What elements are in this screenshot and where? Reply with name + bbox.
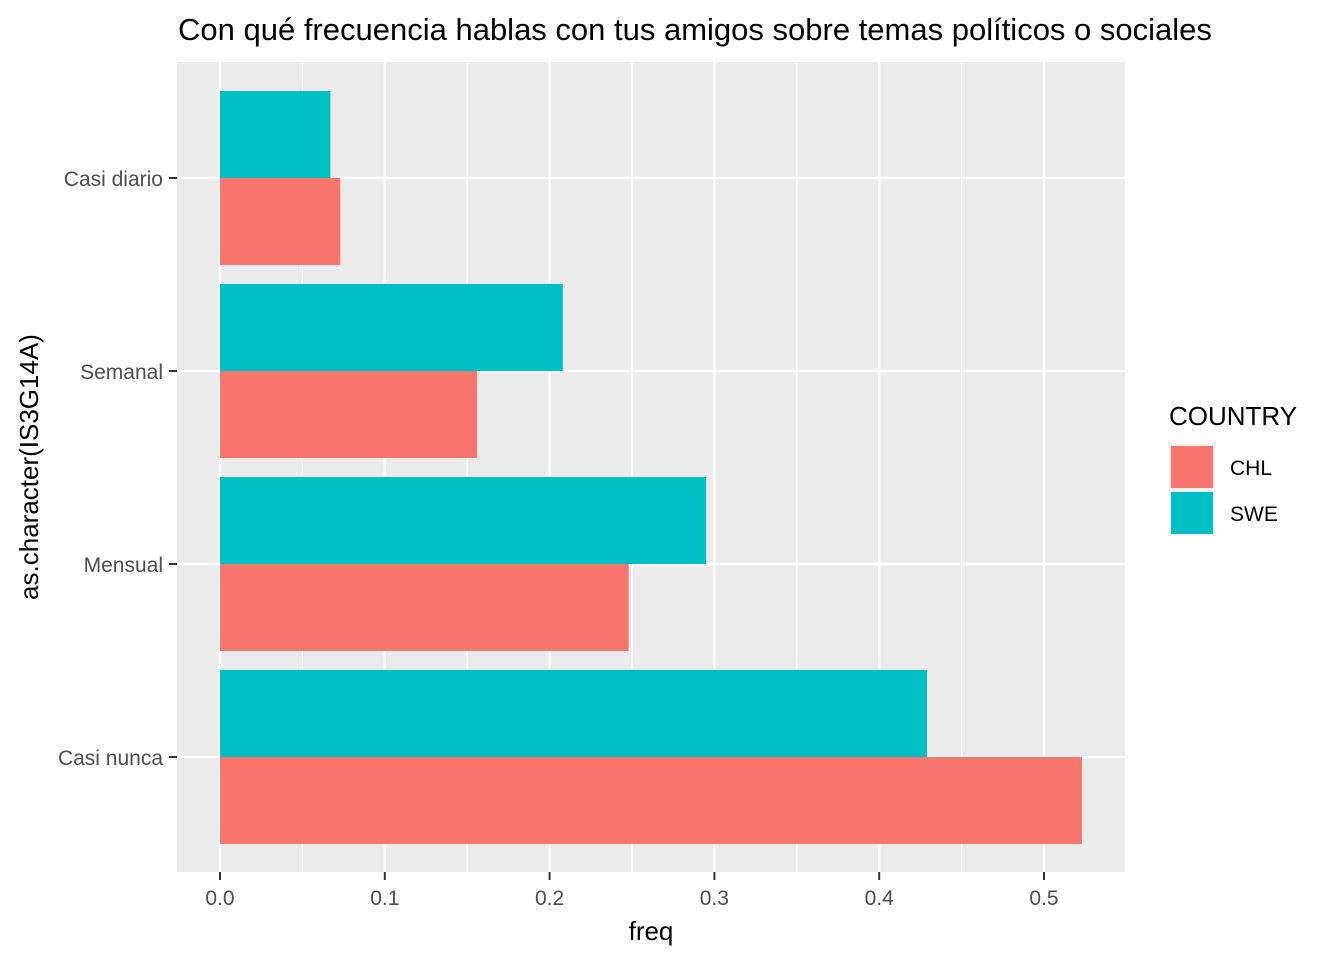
y-axis-title: as.character(IS3G14A) <box>14 334 44 600</box>
x-tick-label: 0.0 <box>205 887 234 910</box>
bar-chl <box>220 178 341 265</box>
x-tick-label: 0.4 <box>865 887 895 910</box>
legend-key-chl <box>1171 446 1213 488</box>
bar-chl <box>220 564 629 651</box>
x-axis-title: freq <box>629 916 674 946</box>
x-tick-label: 0.3 <box>700 887 729 910</box>
chart-title: Con qué frecuencia hablas con tus amigos… <box>178 12 1212 47</box>
bar-swe <box>220 284 563 371</box>
bars <box>220 91 1082 844</box>
y-tick-label: Semanal <box>80 361 163 384</box>
x-tick-label: 0.2 <box>535 887 564 910</box>
legend-key-swe <box>1171 492 1213 534</box>
x-tick-label: 0.1 <box>370 887 399 910</box>
bar-swe <box>220 91 331 178</box>
legend-title: COUNTRY <box>1169 401 1297 431</box>
y-tick-label: Casi nunca <box>58 747 163 770</box>
y-tick-label: Casi diario <box>64 168 163 191</box>
bar-chl <box>220 757 1082 844</box>
y-axis: Casi diario Semanal Mensual Casi nunca <box>58 168 177 770</box>
bar-swe <box>220 477 707 564</box>
x-tick-label: 0.5 <box>1029 887 1058 910</box>
legend-label-swe: SWE <box>1230 503 1278 526</box>
legend: COUNTRY CHL SWE <box>1169 401 1297 536</box>
bar-chl <box>220 371 478 458</box>
bar-swe <box>220 670 927 757</box>
legend-label-chl: CHL <box>1230 457 1272 480</box>
y-tick-label: Mensual <box>84 554 163 577</box>
x-axis: 0.0 0.1 0.2 0.3 0.4 0.5 <box>205 872 1059 910</box>
